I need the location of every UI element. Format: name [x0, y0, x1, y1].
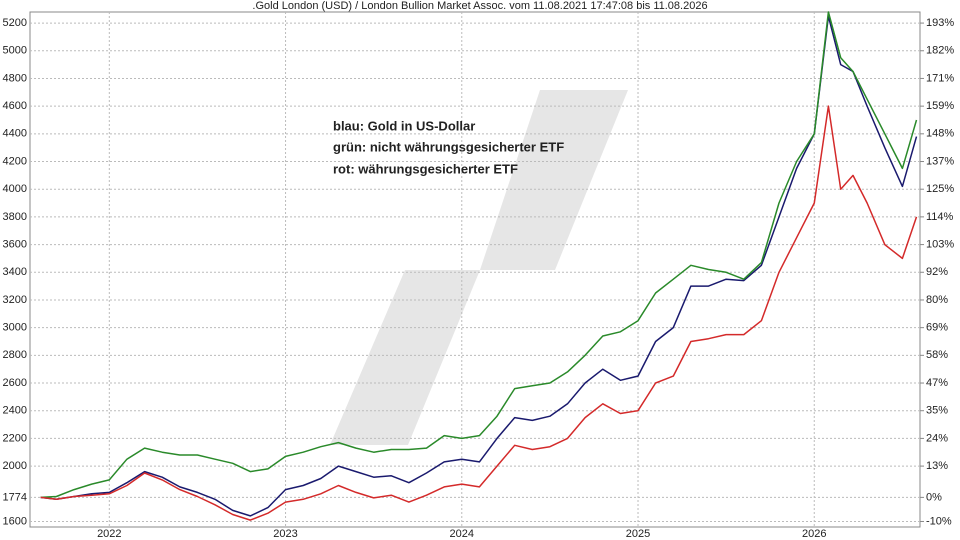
series-line [40, 105, 918, 521]
chart-title: .Gold London (USD) / London Bullion Mark… [252, 0, 707, 12]
y2-tick-label: 148% [926, 128, 954, 140]
y-tick-label: 3800 [3, 211, 27, 223]
y-tick-label: 2000 [3, 460, 27, 472]
y2-tick-label: 13% [926, 460, 948, 472]
y2-tick-label: 58% [926, 349, 948, 361]
y2-tick-label: 80% [926, 294, 948, 306]
legend-entry: blau: Gold in US-Dollar [333, 118, 475, 133]
y2-tick-label: 0% [926, 491, 942, 503]
y-tick-label: 2400 [3, 405, 27, 417]
y2-tick-label: 47% [926, 377, 948, 389]
y2-tick-label: 35% [926, 405, 948, 417]
y2-tick-label: 114% [926, 211, 954, 223]
y-tick-label: 2800 [3, 349, 27, 361]
y-tick-label: 5200 [3, 17, 27, 29]
x-tick-label: 2024 [450, 528, 474, 540]
x-tick-label: 2025 [626, 528, 650, 540]
y2-tick-label: 92% [926, 266, 948, 278]
series-line [40, 15, 918, 517]
watermark [330, 270, 480, 445]
y-tick-label: 3200 [3, 294, 27, 306]
y2-tick-label: 103% [926, 238, 954, 250]
y-tick-label: 3000 [3, 322, 27, 334]
y-tick-label: 2200 [3, 432, 27, 444]
y-tick-label: 3600 [3, 238, 27, 250]
plot-frame [29, 11, 921, 528]
y2-tick-label: 69% [926, 322, 948, 334]
y2-tick-label: 193% [926, 17, 954, 29]
y-tick-label: 4400 [3, 128, 27, 140]
y-tick-label: 2600 [3, 377, 27, 389]
y2-tick-label: 182% [926, 45, 954, 57]
legend-entry: rot: währungsgesicherter ETF [333, 161, 518, 176]
series-line [40, 11, 918, 499]
y-tick-label: 4800 [3, 72, 27, 84]
y-tick-label: 5000 [3, 45, 27, 57]
y2-tick-label: -10% [926, 515, 952, 527]
y-tick-label: 1600 [3, 515, 27, 527]
y2-tick-label: 159% [926, 100, 954, 112]
y2-tick-label: 171% [926, 72, 954, 84]
y-tick-label: 4200 [3, 155, 27, 167]
y2-tick-label: 24% [926, 432, 948, 444]
y2-tick-label: 125% [926, 183, 954, 195]
y-tick-label: 4600 [3, 100, 27, 112]
x-tick-label: 2023 [273, 528, 297, 540]
x-tick-label: 2026 [802, 528, 826, 540]
legend-entry: grün: nicht währungsgesicherter ETF [333, 139, 564, 154]
x-tick-label: 2022 [97, 528, 121, 540]
y-tick-label: 3400 [3, 266, 27, 278]
watermark [480, 90, 628, 270]
y2-tick-label: 137% [926, 155, 954, 167]
y-tick-label: 4000 [3, 183, 27, 195]
y-tick-label: 1774 [3, 491, 27, 503]
